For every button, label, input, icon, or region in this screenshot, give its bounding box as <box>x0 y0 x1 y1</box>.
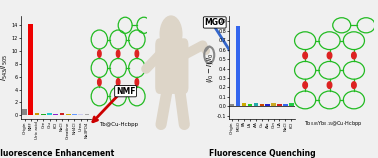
Bar <box>41 114 46 115</box>
Bar <box>66 114 71 115</box>
Bar <box>289 103 293 106</box>
Bar <box>236 26 240 106</box>
Bar <box>35 113 39 115</box>
Bar <box>248 104 252 106</box>
Circle shape <box>116 79 120 86</box>
Bar <box>78 114 83 115</box>
Circle shape <box>98 79 101 86</box>
Bar <box>85 114 89 115</box>
Text: Fluorescence Quenching: Fluorescence Quenching <box>209 149 316 158</box>
Bar <box>47 113 52 115</box>
Circle shape <box>135 79 139 86</box>
Circle shape <box>303 52 307 59</box>
Text: MGO: MGO <box>204 18 225 27</box>
Bar <box>22 109 27 115</box>
Text: NMF: NMF <box>116 87 135 96</box>
Bar <box>230 104 234 106</box>
Bar <box>60 113 64 115</box>
Bar <box>260 104 264 106</box>
Circle shape <box>116 50 120 57</box>
Text: Fluorescence Enhancement: Fluorescence Enhancement <box>0 149 115 158</box>
Bar <box>283 104 288 106</box>
Bar <box>265 104 270 106</box>
Circle shape <box>135 50 139 57</box>
Bar <box>277 104 282 106</box>
Bar <box>53 114 58 115</box>
Circle shape <box>352 82 356 88</box>
Y-axis label: $I_{543}/I_{505}$: $I_{543}/I_{505}$ <box>0 54 10 81</box>
Circle shape <box>327 52 332 59</box>
Circle shape <box>327 82 332 88</box>
Circle shape <box>98 50 101 57</box>
Y-axis label: $(I_0-I)/I_0$: $(I_0-I)/I_0$ <box>205 52 215 82</box>
Circle shape <box>160 16 182 52</box>
Text: Tb@Cu-Hcbpp: Tb@Cu-Hcbpp <box>99 122 138 127</box>
Bar <box>254 103 258 106</box>
Bar <box>242 103 246 106</box>
Circle shape <box>352 52 356 59</box>
Circle shape <box>303 82 307 88</box>
Bar <box>271 103 276 106</box>
FancyBboxPatch shape <box>155 38 189 94</box>
Bar <box>28 24 33 115</box>
Text: Tb$_{0.85}$Yb$_{0.15}$@Cu-Hcbpp: Tb$_{0.85}$Yb$_{0.15}$@Cu-Hcbpp <box>305 119 363 128</box>
Bar <box>72 114 77 115</box>
